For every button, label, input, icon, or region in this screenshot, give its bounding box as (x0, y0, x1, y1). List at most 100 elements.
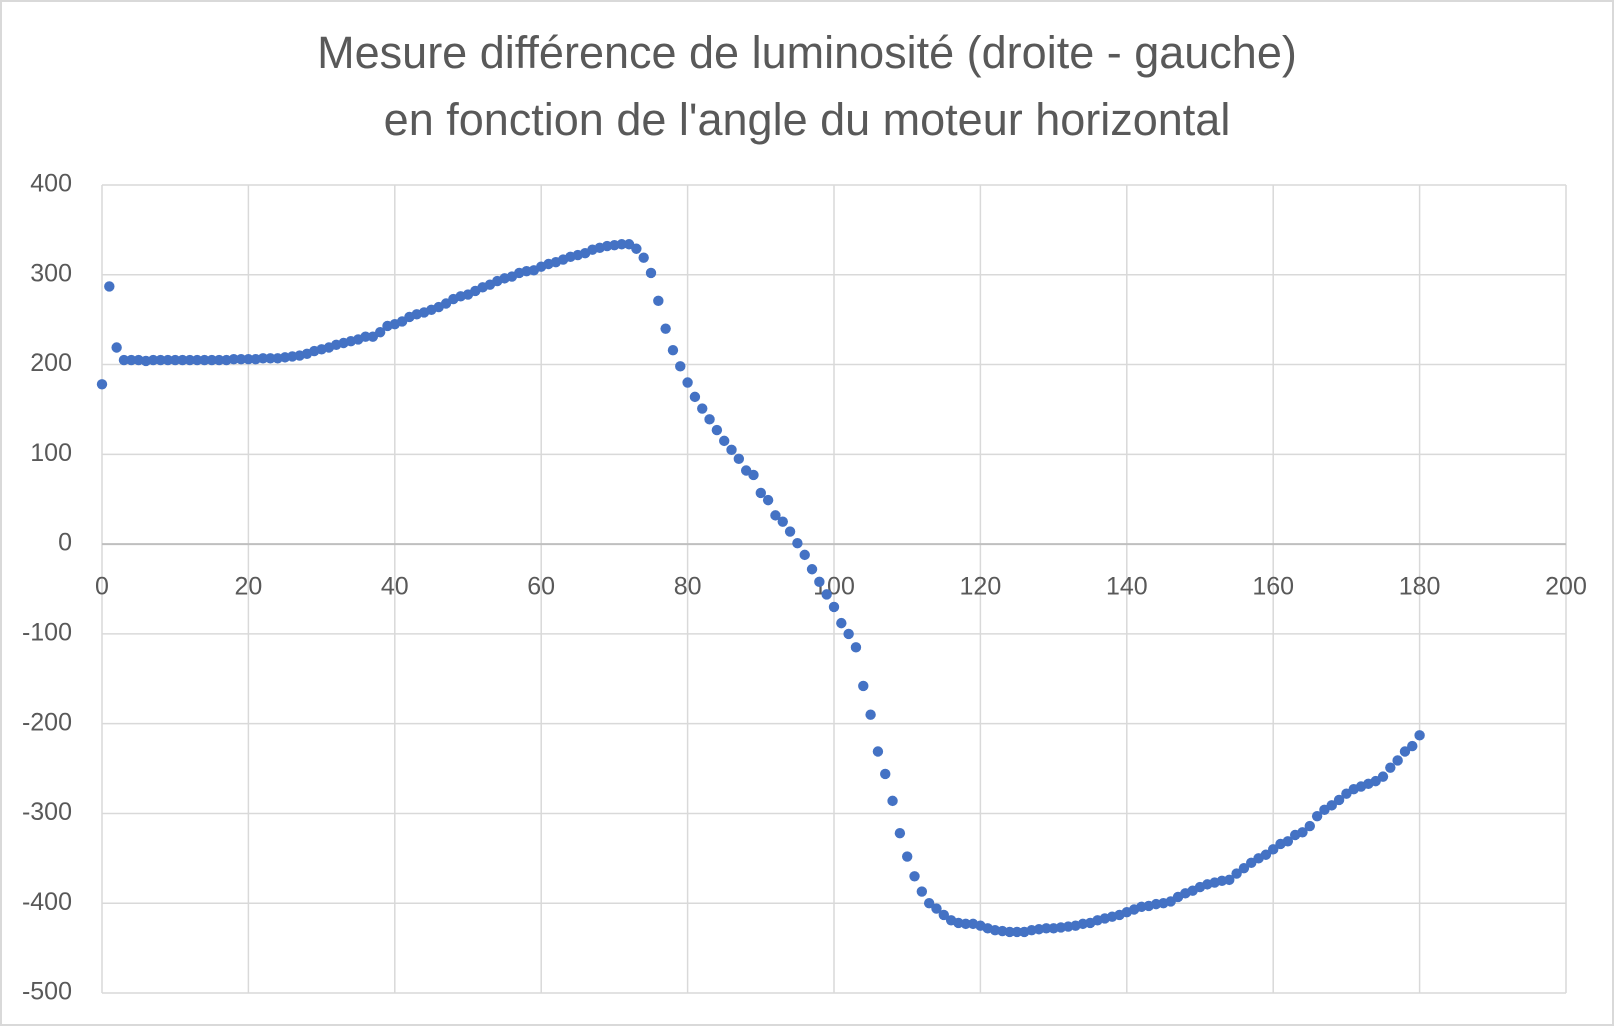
point (257, 353, 269, 364)
point (206, 354, 217, 366)
point (858, 680, 869, 692)
point (170, 354, 181, 366)
point (784, 526, 796, 537)
point (1260, 849, 1272, 860)
point (1333, 794, 1345, 806)
point (1385, 762, 1396, 773)
point (184, 354, 196, 366)
point (762, 494, 774, 506)
y-tick-label: 300 (30, 259, 72, 287)
point (821, 589, 832, 600)
x-tick-label: 160 (1252, 573, 1294, 601)
point (909, 871, 920, 882)
point (235, 353, 247, 365)
point (938, 909, 949, 921)
point (148, 354, 159, 366)
point (719, 435, 730, 447)
point (1041, 923, 1052, 934)
point (902, 851, 913, 862)
point (1238, 863, 1250, 874)
point (360, 331, 371, 342)
point (660, 323, 671, 334)
point (711, 424, 723, 436)
point (1231, 868, 1242, 879)
point (770, 510, 781, 521)
point (213, 354, 225, 366)
point (755, 487, 766, 499)
point (638, 252, 649, 263)
point (726, 444, 737, 456)
point (865, 709, 876, 720)
point (916, 886, 928, 897)
point (777, 516, 788, 527)
point (1407, 740, 1418, 752)
point (126, 354, 137, 366)
y-tick-label: 0 (58, 529, 72, 557)
point (923, 898, 935, 909)
point (799, 549, 810, 561)
point (199, 354, 210, 366)
point (697, 403, 708, 414)
point (265, 353, 276, 364)
x-tick-label: 140 (1106, 573, 1148, 601)
point (374, 327, 386, 338)
point (155, 354, 166, 366)
point (872, 746, 884, 757)
y-tick-label: 400 (30, 170, 72, 198)
y-tick-label: -500 (22, 978, 72, 1006)
point (228, 353, 239, 365)
x-tick-label: 0 (95, 573, 109, 601)
point (104, 281, 115, 292)
point (645, 267, 657, 279)
point (1326, 800, 1337, 811)
point (894, 827, 906, 839)
point (631, 243, 642, 254)
x-tick-label: 80 (674, 573, 702, 601)
chart-title: en fonction de l'angle du moteur horizon… (384, 94, 1231, 145)
point (748, 469, 759, 481)
point (653, 295, 664, 307)
point (792, 538, 803, 549)
point (1392, 755, 1403, 766)
point (836, 617, 847, 629)
point (880, 768, 891, 780)
y-tick-label: -100 (22, 618, 72, 646)
point (806, 564, 818, 575)
point (931, 903, 942, 914)
chart-title: Mesure différence de luminosité (droite … (317, 27, 1297, 78)
point (667, 344, 679, 356)
point (162, 354, 174, 366)
x-tick-label: 40 (381, 573, 409, 601)
x-tick-label: 20 (234, 573, 262, 601)
x-tick-label: 180 (1399, 573, 1441, 601)
point (1224, 874, 1235, 886)
y-tick-label: -300 (22, 798, 72, 826)
point (1414, 730, 1425, 741)
point (960, 918, 971, 930)
point (177, 354, 188, 366)
point (814, 576, 825, 588)
x-tick-label: 120 (960, 573, 1002, 601)
point (1282, 836, 1294, 847)
point (887, 795, 898, 807)
point (733, 453, 745, 465)
point (675, 361, 686, 372)
point (689, 391, 701, 403)
y-tick-label: 200 (30, 349, 72, 377)
point (243, 353, 254, 365)
point (1399, 746, 1411, 757)
point (111, 342, 122, 353)
point (1304, 820, 1316, 832)
point (118, 354, 130, 366)
point (843, 628, 854, 640)
point (616, 239, 627, 250)
point (704, 414, 715, 425)
y-tick-label: -200 (22, 708, 72, 736)
point (850, 642, 862, 653)
y-tick-label: 100 (30, 439, 72, 467)
point (191, 354, 203, 366)
x-tick-label: 60 (527, 573, 555, 601)
point (682, 377, 693, 388)
point (1004, 926, 1015, 938)
